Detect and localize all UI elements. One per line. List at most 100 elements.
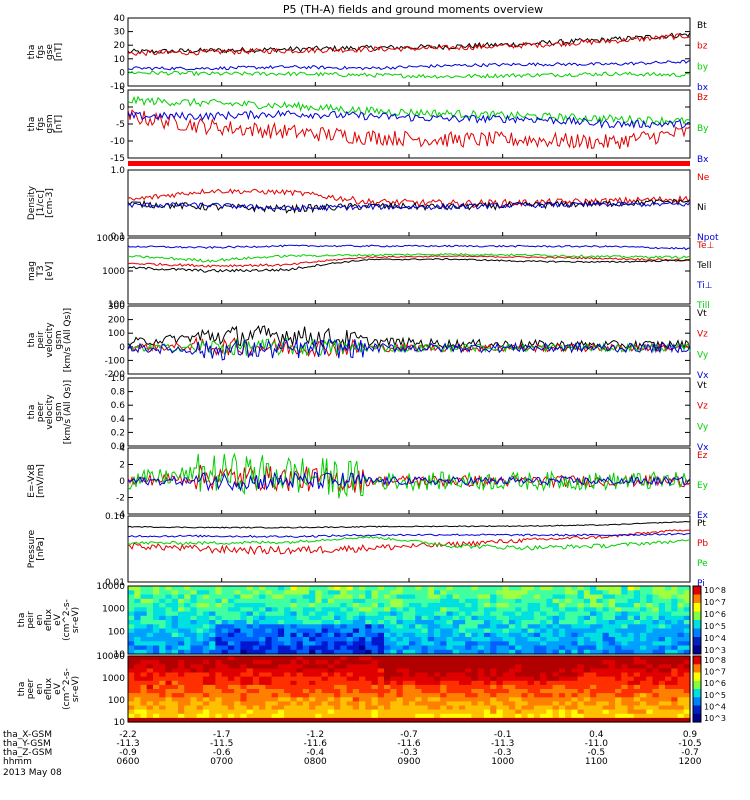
heatmap-cell xyxy=(459,624,466,630)
heatmap-cell xyxy=(440,645,447,651)
heatmap-cell xyxy=(621,594,629,600)
heatmap-cell xyxy=(309,590,316,596)
heatmap-cell xyxy=(552,590,560,596)
heatmap-cell xyxy=(552,676,560,682)
heatmap-cell xyxy=(652,656,660,661)
heatmap-cell xyxy=(384,632,391,638)
heatmap-cell xyxy=(640,590,647,596)
heatmap-cell xyxy=(490,632,497,638)
heatmap-cell xyxy=(227,641,235,647)
heatmap-cell xyxy=(171,598,179,604)
heatmap-cell xyxy=(190,676,198,682)
heatmap-cell xyxy=(434,624,441,630)
heatmap-cell xyxy=(571,709,579,715)
heatmap-cell xyxy=(202,713,210,719)
heatmap-cell xyxy=(440,680,447,686)
heatmap-cell xyxy=(209,697,216,702)
heatmap-cell xyxy=(496,598,504,604)
heatmap-cell xyxy=(440,620,447,625)
heatmap-cell xyxy=(340,713,348,719)
heatmap-cell xyxy=(246,717,254,723)
heatmap-cell xyxy=(271,684,279,690)
heatmap-cell xyxy=(371,611,379,617)
heatmap-cell xyxy=(434,620,441,625)
y-axis-label-line: [1/cc] xyxy=(36,190,46,216)
heatmap-cell xyxy=(508,586,516,591)
y-axis-label-line: tha xyxy=(27,333,37,348)
heatmap-cell xyxy=(340,615,348,621)
heatmap-cell xyxy=(215,709,223,715)
heatmap-cell xyxy=(196,693,204,698)
heatmap-cell xyxy=(165,649,173,655)
heatmap-cell xyxy=(196,620,204,625)
heatmap-cell xyxy=(565,656,572,661)
heatmap-cell xyxy=(290,705,298,711)
heatmap-cell xyxy=(377,611,385,617)
heatmap-cell xyxy=(527,649,535,655)
heatmap-cell xyxy=(477,717,485,723)
heatmap-cell xyxy=(153,713,160,719)
heatmap-cell xyxy=(215,676,223,682)
heatmap-cell xyxy=(483,615,491,621)
heatmap-cell xyxy=(153,709,160,715)
heatmap-cell xyxy=(252,607,260,613)
heatmap-cell xyxy=(302,649,310,655)
heatmap-cell xyxy=(427,615,435,621)
heatmap-cell xyxy=(590,717,597,723)
heatmap-cell xyxy=(252,684,260,690)
x-axis-value: -11.3 xyxy=(491,739,514,749)
heatmap-cell xyxy=(546,611,554,617)
heatmap-cell xyxy=(533,590,541,596)
heatmap-cell xyxy=(671,668,679,674)
heatmap-cell xyxy=(340,697,348,702)
heatmap-cell xyxy=(427,680,435,686)
heatmap-cell xyxy=(490,624,497,630)
heatmap-cell xyxy=(184,705,191,711)
heatmap-cell xyxy=(477,689,485,694)
heatmap-cell xyxy=(240,611,248,617)
heatmap-cell xyxy=(565,680,572,686)
heatmap-cell xyxy=(221,701,229,707)
heatmap-cell xyxy=(371,628,379,634)
heatmap-cell xyxy=(471,615,479,621)
heatmap-cell xyxy=(558,645,566,651)
heatmap-cell xyxy=(246,645,254,651)
heatmap-cell xyxy=(402,628,410,634)
x-axis-value: 0900 xyxy=(398,757,421,767)
heatmap-cell xyxy=(558,632,566,638)
heatmap-cell xyxy=(415,689,422,694)
heatmap-cell xyxy=(296,684,304,690)
heatmap-cell xyxy=(427,664,435,669)
heatmap-cell xyxy=(515,641,522,647)
heatmap-cell xyxy=(465,701,472,707)
heatmap-cell xyxy=(446,705,454,711)
heatmap-cell xyxy=(178,628,185,634)
heatmap-cell xyxy=(302,684,310,690)
heatmap-cell xyxy=(359,701,366,707)
heatmap-cell xyxy=(178,668,185,674)
heatmap-cell xyxy=(558,689,566,694)
heatmap-cell xyxy=(540,684,547,690)
heatmap-cell xyxy=(434,705,441,711)
heatmap-cell xyxy=(558,668,566,674)
heatmap-cell xyxy=(671,717,679,723)
heatmap-cell xyxy=(427,672,435,678)
heatmap-cell xyxy=(221,590,229,596)
heatmap-cell xyxy=(665,611,672,617)
heatmap-cell xyxy=(621,717,629,723)
heatmap-cell xyxy=(583,603,591,608)
heatmap-cell xyxy=(658,628,666,634)
heatmap-cell xyxy=(171,615,179,621)
heatmap-cell xyxy=(640,689,647,694)
heatmap-cell xyxy=(396,680,404,686)
heatmap-cell xyxy=(477,697,485,702)
heatmap-cell xyxy=(471,656,479,661)
heatmap-cell xyxy=(552,701,560,707)
heatmap-cell xyxy=(683,656,691,661)
heatmap-cell xyxy=(515,664,522,669)
heatmap-cell xyxy=(178,607,185,613)
heatmap-cell xyxy=(608,590,616,596)
heatmap-cell xyxy=(315,603,323,608)
heatmap-cell xyxy=(346,660,354,665)
heatmap-cell xyxy=(496,637,504,642)
